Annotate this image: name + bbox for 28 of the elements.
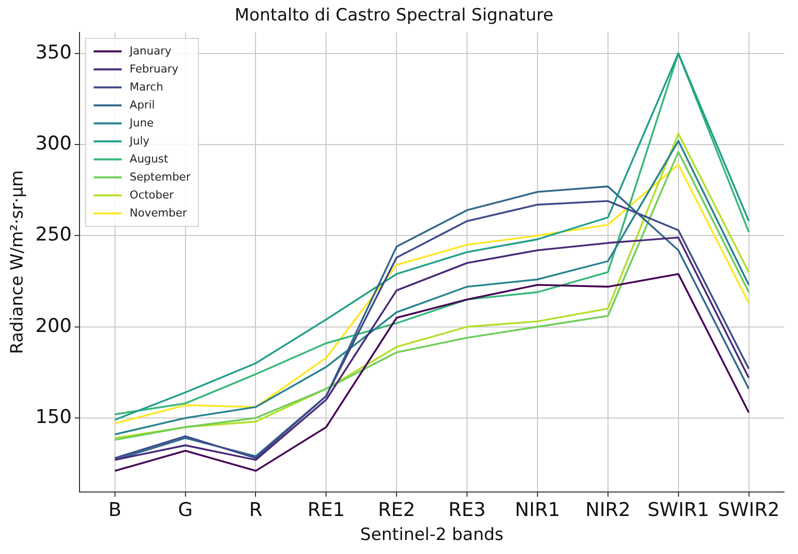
y-tick-label: 250 bbox=[35, 224, 72, 246]
x-axis-title: Sentinel-2 bands bbox=[360, 525, 504, 546]
legend-label: September bbox=[130, 170, 191, 184]
y-tick-label: 200 bbox=[35, 314, 72, 337]
y-tick-label: 300 bbox=[35, 132, 72, 154]
legend-label: June bbox=[128, 116, 154, 130]
legend-label: January bbox=[128, 44, 172, 58]
legend-label: April bbox=[130, 98, 155, 112]
y-tick-label: 350 bbox=[35, 41, 72, 64]
legend-label: March bbox=[130, 80, 164, 94]
x-tick-label: SWIR1 bbox=[647, 499, 710, 522]
x-tick-label: SWIR2 bbox=[718, 499, 780, 522]
x-tick-label: NIR2 bbox=[585, 499, 630, 522]
x-tick-label: RE2 bbox=[378, 499, 416, 522]
legend-label: August bbox=[130, 152, 169, 166]
x-tick-label: RE3 bbox=[448, 499, 486, 522]
x-tick-label: NIR1 bbox=[514, 499, 560, 522]
x-tick-label: RE1 bbox=[308, 499, 345, 522]
legend-label: October bbox=[130, 188, 174, 202]
legend-label: November bbox=[130, 206, 188, 220]
legend-label: July bbox=[128, 134, 150, 148]
chart-title: Montalto di Castro Spectral Signature bbox=[234, 6, 554, 26]
x-tick-label: G bbox=[178, 499, 193, 522]
y-axis-title: Radiance W/m²·sr·µm bbox=[8, 170, 28, 354]
x-tick-label: B bbox=[108, 499, 122, 522]
legend-label: February bbox=[130, 62, 179, 76]
x-tick-label: R bbox=[249, 499, 262, 522]
y-tick-label: 150 bbox=[35, 406, 72, 428]
